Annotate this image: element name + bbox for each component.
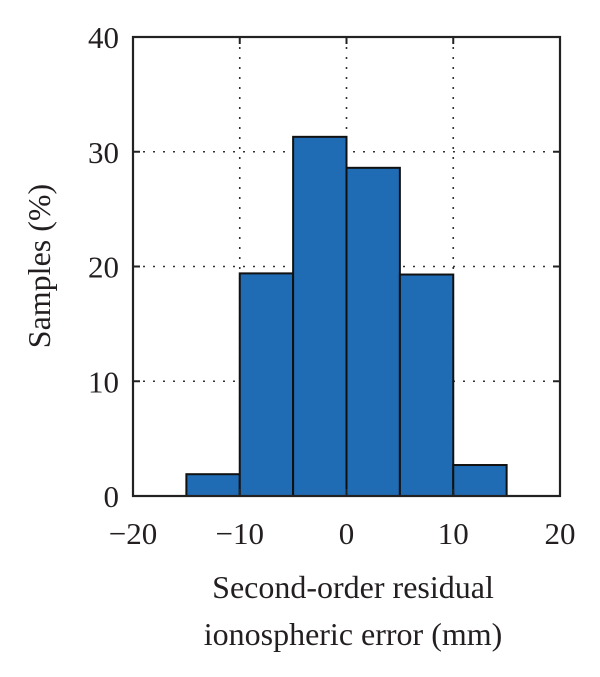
bar-5 — [452, 464, 508, 497]
x-axis-label-line-2: ionospheric error (mm) — [204, 616, 503, 652]
bar-4 — [398, 273, 455, 497]
y-tick-label-3: 30 — [88, 135, 119, 170]
x-tick-label-0: −20 — [109, 516, 157, 551]
bar-0 — [185, 473, 241, 498]
bar-1 — [238, 272, 295, 498]
y-tick-label-1: 10 — [88, 364, 119, 399]
bar-2 — [292, 135, 348, 498]
x-tick-label-4: 20 — [545, 516, 576, 551]
axis-ticks — [132, 36, 561, 497]
y-axis-label: Samples (%) — [21, 184, 57, 348]
grid-lines — [133, 37, 560, 496]
y-tick-label-2: 20 — [88, 250, 119, 285]
x-tick-label-3: 10 — [438, 516, 469, 551]
x-tick-labels: −20 −10 0 10 20 — [109, 516, 576, 551]
x-tick-label-2: 0 — [339, 516, 355, 551]
histogram-bars — [185, 135, 508, 498]
y-tick-label-0: 0 — [104, 479, 120, 514]
bar-3 — [345, 166, 401, 497]
y-tick-labels: 0 10 20 30 40 — [88, 20, 119, 514]
x-axis-label-line-1: Second-order residual — [212, 569, 494, 605]
x-tick-label-1: −10 — [216, 516, 264, 551]
y-tick-label-4: 40 — [88, 20, 119, 55]
